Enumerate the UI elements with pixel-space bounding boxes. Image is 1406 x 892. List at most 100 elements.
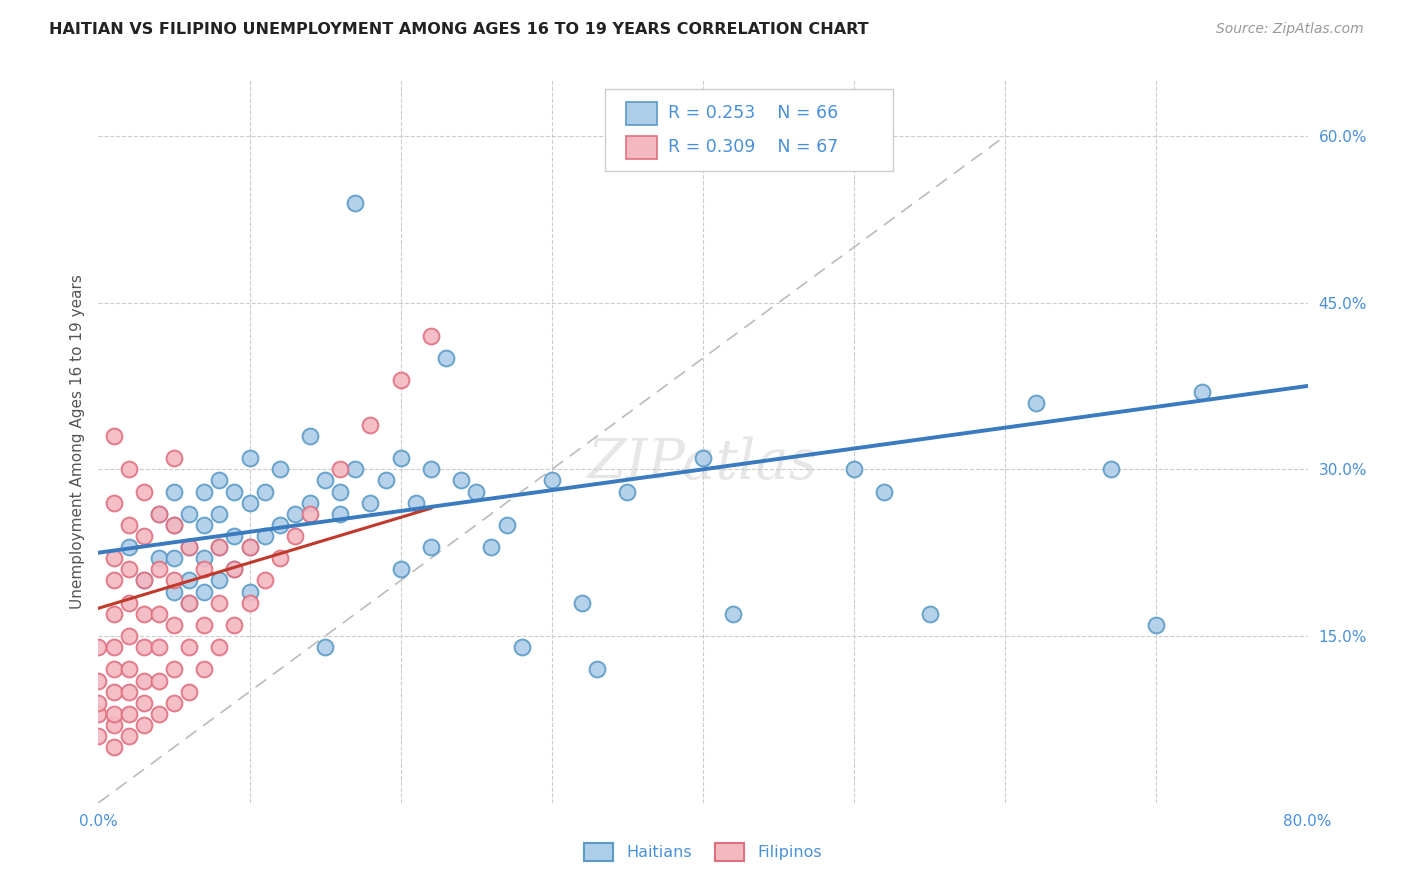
Point <box>132 607 155 621</box>
Point <box>179 596 201 610</box>
Point <box>208 540 231 554</box>
Point <box>495 517 517 532</box>
Point <box>118 629 141 643</box>
Y-axis label: Unemployment Among Ages 16 to 19 years: Unemployment Among Ages 16 to 19 years <box>69 274 84 609</box>
Point <box>103 496 125 510</box>
Point <box>132 574 155 588</box>
Point <box>103 740 125 755</box>
Point <box>148 507 170 521</box>
Point <box>299 496 322 510</box>
Point <box>284 529 307 543</box>
Point <box>208 596 231 610</box>
Point <box>118 562 141 576</box>
Point <box>918 607 941 621</box>
Point <box>163 574 186 588</box>
Point <box>405 496 427 510</box>
Point <box>132 484 155 499</box>
Point <box>239 451 262 466</box>
Point <box>118 517 141 532</box>
Point <box>179 540 201 554</box>
Point <box>163 517 186 532</box>
Point <box>224 484 246 499</box>
Point <box>103 706 125 721</box>
Point <box>239 540 262 554</box>
Point <box>284 507 307 521</box>
Point <box>179 684 201 698</box>
Point <box>148 607 170 621</box>
Point <box>314 474 336 488</box>
Point <box>389 451 412 466</box>
Point <box>434 351 457 366</box>
Point <box>239 596 262 610</box>
Point <box>118 729 141 743</box>
Point <box>87 696 110 710</box>
Point <box>179 574 201 588</box>
Point <box>193 618 215 632</box>
Point <box>1024 395 1046 409</box>
Point <box>844 462 866 476</box>
Point <box>239 584 262 599</box>
Point <box>224 562 246 576</box>
Point <box>510 640 533 655</box>
Point <box>224 562 246 576</box>
Point <box>148 562 170 576</box>
Point <box>103 684 125 698</box>
Point <box>329 507 352 521</box>
Point <box>224 529 246 543</box>
Point <box>103 574 125 588</box>
Point <box>103 662 125 676</box>
Point <box>163 451 186 466</box>
Point <box>132 696 155 710</box>
Point <box>420 462 443 476</box>
Point <box>389 562 412 576</box>
Point <box>239 540 262 554</box>
Point <box>299 429 322 443</box>
Point <box>132 673 155 688</box>
Point <box>193 517 215 532</box>
Point <box>148 507 170 521</box>
Point <box>118 662 141 676</box>
Point <box>269 517 291 532</box>
Point <box>239 496 262 510</box>
Point <box>118 596 141 610</box>
Point <box>616 484 638 499</box>
Point <box>208 574 231 588</box>
Point <box>103 429 125 443</box>
Point <box>420 329 443 343</box>
Point <box>193 562 215 576</box>
Point <box>132 640 155 655</box>
Point <box>132 529 155 543</box>
Point <box>163 484 186 499</box>
Point <box>118 462 141 476</box>
Point <box>253 484 276 499</box>
Point <box>1144 618 1167 632</box>
Text: Source: ZipAtlas.com: Source: ZipAtlas.com <box>1216 22 1364 37</box>
Point <box>118 706 141 721</box>
Point <box>87 673 110 688</box>
Point <box>723 607 745 621</box>
Text: HAITIAN VS FILIPINO UNEMPLOYMENT AMONG AGES 16 TO 19 YEARS CORRELATION CHART: HAITIAN VS FILIPINO UNEMPLOYMENT AMONG A… <box>49 22 869 37</box>
Point <box>269 551 291 566</box>
Point <box>193 551 215 566</box>
Point <box>253 574 276 588</box>
Point <box>193 484 215 499</box>
Point <box>87 640 110 655</box>
Point <box>193 662 215 676</box>
Text: R = 0.253    N = 66: R = 0.253 N = 66 <box>668 104 838 122</box>
Point <box>148 551 170 566</box>
Point <box>132 574 155 588</box>
Point <box>1099 462 1122 476</box>
Point <box>540 474 562 488</box>
Point <box>299 507 322 521</box>
Point <box>224 618 246 632</box>
Point <box>132 718 155 732</box>
Legend: Haitians, Filipinos: Haitians, Filipinos <box>578 837 828 867</box>
Point <box>586 662 609 676</box>
Point <box>179 640 201 655</box>
Point <box>450 474 472 488</box>
Point <box>208 540 231 554</box>
Point <box>179 540 201 554</box>
Point <box>208 640 231 655</box>
Point <box>344 462 367 476</box>
Point <box>420 540 443 554</box>
